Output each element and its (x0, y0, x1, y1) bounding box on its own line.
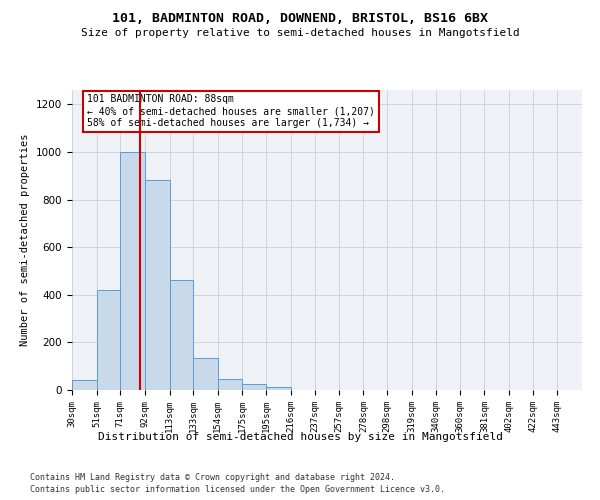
Bar (97, 290, 120, 390)
Text: Contains HM Land Registry data © Crown copyright and database right 2024.: Contains HM Land Registry data © Crown c… (30, 472, 395, 482)
Bar (218, 380, 242, 390)
Text: Size of property relative to semi-detached houses in Mangotsfield: Size of property relative to semi-detach… (80, 28, 520, 38)
Text: 101 BADMINTON ROAD: 88sqm
← 40% of semi-detached houses are smaller (1,207)
58% : 101 BADMINTON ROAD: 88sqm ← 40% of semi-… (88, 94, 375, 128)
Bar (193, 358, 218, 390)
Text: Contains public sector information licensed under the Open Government Licence v3: Contains public sector information licen… (30, 485, 445, 494)
Bar (120, 152, 145, 390)
Y-axis label: Number of semi-detached properties: Number of semi-detached properties (20, 134, 31, 346)
Bar (242, 384, 266, 390)
Bar (170, 280, 193, 390)
Text: Distribution of semi-detached houses by size in Mangotsfield: Distribution of semi-detached houses by … (97, 432, 503, 442)
Bar (145, 180, 170, 390)
Bar (266, 387, 290, 390)
Bar (72, 380, 97, 390)
Text: 101, BADMINTON ROAD, DOWNEND, BRISTOL, BS16 6BX: 101, BADMINTON ROAD, DOWNEND, BRISTOL, B… (112, 12, 488, 26)
